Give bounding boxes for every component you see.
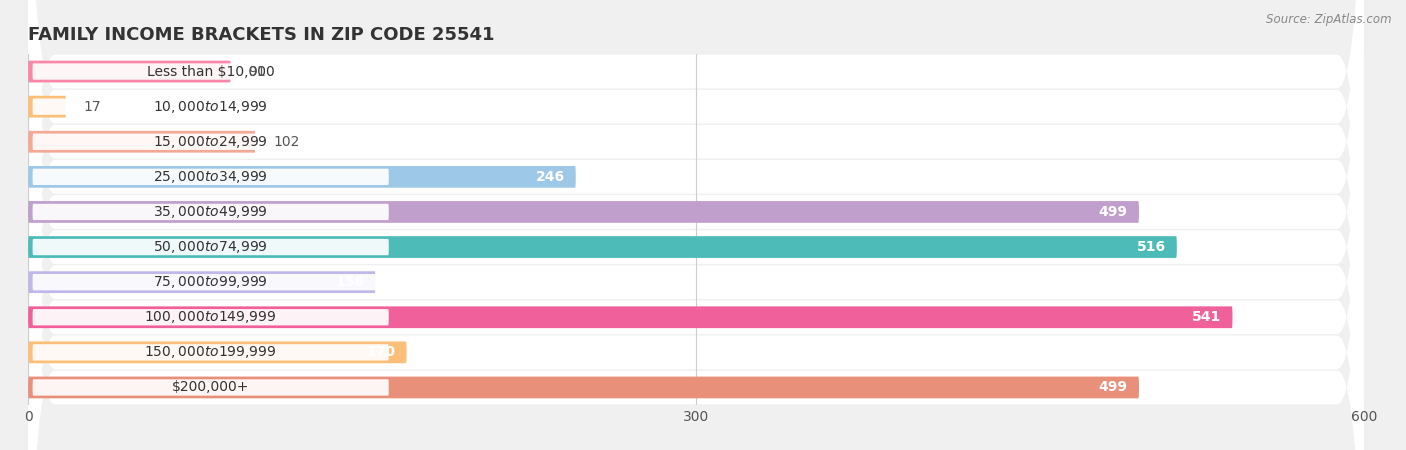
FancyBboxPatch shape xyxy=(28,166,576,188)
FancyBboxPatch shape xyxy=(28,0,1364,450)
Text: Less than $10,000: Less than $10,000 xyxy=(146,64,274,79)
FancyBboxPatch shape xyxy=(28,0,1364,450)
FancyBboxPatch shape xyxy=(32,309,388,325)
FancyBboxPatch shape xyxy=(32,99,388,115)
Text: $200,000+: $200,000+ xyxy=(172,380,249,395)
FancyBboxPatch shape xyxy=(32,169,388,185)
Text: 516: 516 xyxy=(1136,240,1166,254)
FancyBboxPatch shape xyxy=(28,0,1364,450)
FancyBboxPatch shape xyxy=(28,0,1364,450)
Text: $15,000 to $24,999: $15,000 to $24,999 xyxy=(153,134,269,150)
Text: 170: 170 xyxy=(367,345,395,360)
FancyBboxPatch shape xyxy=(28,342,406,363)
FancyBboxPatch shape xyxy=(32,379,388,396)
Text: $25,000 to $34,999: $25,000 to $34,999 xyxy=(153,169,269,185)
FancyBboxPatch shape xyxy=(28,0,1364,450)
FancyBboxPatch shape xyxy=(32,204,388,220)
FancyBboxPatch shape xyxy=(32,134,388,150)
Text: FAMILY INCOME BRACKETS IN ZIP CODE 25541: FAMILY INCOME BRACKETS IN ZIP CODE 25541 xyxy=(28,26,495,44)
FancyBboxPatch shape xyxy=(28,131,256,153)
Text: $50,000 to $74,999: $50,000 to $74,999 xyxy=(153,239,269,255)
FancyBboxPatch shape xyxy=(32,274,388,290)
FancyBboxPatch shape xyxy=(32,63,388,80)
FancyBboxPatch shape xyxy=(28,0,1364,450)
Text: $75,000 to $99,999: $75,000 to $99,999 xyxy=(153,274,269,290)
FancyBboxPatch shape xyxy=(28,306,1233,328)
FancyBboxPatch shape xyxy=(32,239,388,255)
Text: 17: 17 xyxy=(84,99,101,114)
Text: $100,000 to $149,999: $100,000 to $149,999 xyxy=(145,309,277,325)
FancyBboxPatch shape xyxy=(28,0,1364,450)
Text: 499: 499 xyxy=(1099,380,1128,395)
FancyBboxPatch shape xyxy=(28,96,66,117)
Text: $150,000 to $199,999: $150,000 to $199,999 xyxy=(145,344,277,360)
Text: Source: ZipAtlas.com: Source: ZipAtlas.com xyxy=(1267,14,1392,27)
FancyBboxPatch shape xyxy=(28,61,231,82)
FancyBboxPatch shape xyxy=(28,0,1364,450)
FancyBboxPatch shape xyxy=(28,201,1139,223)
FancyBboxPatch shape xyxy=(28,377,1139,398)
FancyBboxPatch shape xyxy=(32,344,388,360)
FancyBboxPatch shape xyxy=(28,0,1364,450)
Text: 91: 91 xyxy=(249,64,266,79)
Text: 541: 541 xyxy=(1192,310,1222,324)
Text: 246: 246 xyxy=(536,170,565,184)
Text: 499: 499 xyxy=(1099,205,1128,219)
Text: $35,000 to $49,999: $35,000 to $49,999 xyxy=(153,204,269,220)
FancyBboxPatch shape xyxy=(28,0,1364,450)
FancyBboxPatch shape xyxy=(28,271,375,293)
Text: 102: 102 xyxy=(273,135,299,149)
FancyBboxPatch shape xyxy=(28,236,1177,258)
Text: $10,000 to $14,999: $10,000 to $14,999 xyxy=(153,99,269,115)
Text: 156: 156 xyxy=(335,275,364,289)
